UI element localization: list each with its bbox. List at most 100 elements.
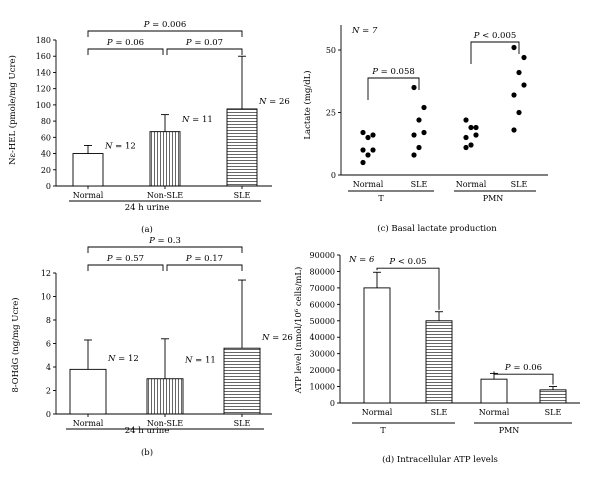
panel-c-point-3-1 <box>521 54 527 61</box>
panel-b-ylabel: 8-OHdG (ng/mg Ucre) <box>10 297 21 392</box>
panel-d-ytick-label-2: 20000 <box>310 366 335 375</box>
panel-c-ytick-label-1: 25 <box>326 109 336 118</box>
panel-d-ylabel: ATP level (nmol/10⁶ cells/mL) <box>293 267 304 395</box>
panel-c-point-0-1 <box>370 132 376 138</box>
panel-d-group-label-t: T <box>380 426 386 435</box>
panel-c-bracket-label-1: P < 0.005 <box>473 31 517 41</box>
panel-a-ytick-label-1: 20 <box>41 166 51 175</box>
panel-b-xtick-label-0: Normal <box>73 419 104 428</box>
panel-a-ytick-label-2: 40 <box>41 150 51 159</box>
panel-c-caption: (c) Basal lactate production <box>377 223 497 234</box>
panel-c-point-2-0 <box>463 117 469 123</box>
panel-c-point-3-4 <box>511 92 517 98</box>
panel-c-xtick-label-3: SLE <box>511 180 528 189</box>
panel-b-ytick-label-3: 6 <box>46 340 51 349</box>
panel-d-ytick-label-1: 10000 <box>310 383 335 392</box>
panel-d-ytick-label-9: 90000 <box>310 251 335 260</box>
panel-c-point-1-0 <box>411 84 417 91</box>
panel-d-group-label-pmn: PMN <box>499 426 520 435</box>
panel-c-point-2-3 <box>473 132 479 138</box>
panel-b-bracket-label-1: P = 0.17 <box>185 254 223 264</box>
panel-a: 0 20 40 60 80 100 120 140 160 180 Normal N = 12 Non-… <box>7 20 290 235</box>
panel-d-ytick-label-8: 80000 <box>310 267 335 276</box>
panel-a-ytick-label-6: 120 <box>36 85 51 94</box>
panel-d-xtick-label-0: Normal <box>362 408 393 417</box>
panel-c-xtick-label-0: Normal <box>353 180 384 189</box>
panel-a-ytick-label-8: 160 <box>36 52 51 61</box>
panel-a-ytick-label-7: 140 <box>36 68 51 77</box>
panel-c-group-label-t: T <box>378 194 384 203</box>
panel-c-plot: 0 25 50 Normal SLE Normal SLE P = 0.058 P < 0.00… <box>326 25 548 192</box>
panel-b-ytick-label-0: 0 <box>46 410 51 419</box>
panel-a-ytick-label-5: 100 <box>36 101 51 110</box>
panel-b-ytick-label-1: 2 <box>46 387 51 396</box>
panel-c-point-0-6 <box>360 159 366 166</box>
panel-b-ytick-label-4: 8 <box>46 316 51 325</box>
panel-d-ytick-label-5: 50000 <box>310 317 335 326</box>
panel-a-n-label-2: N = 26 <box>258 97 290 107</box>
panel-b-n-label-1: N = 11 <box>184 355 216 365</box>
panel-b-ytick-label-2: 4 <box>46 363 51 372</box>
panel-a-bar-2 <box>226 108 258 187</box>
panel-d-ytick-label-7: 70000 <box>310 284 335 293</box>
panel-d-bar-3 <box>539 389 567 404</box>
panel-d-xtick-label-3: SLE <box>545 408 562 417</box>
panel-d: 0 10000 20000 30000 40000 50000 60000 70000 8000… <box>293 251 580 465</box>
panel-c-point-3-5 <box>516 109 522 116</box>
panel-c-ytick-label-0: 0 <box>331 171 336 180</box>
panel-c-bracket-0 <box>367 77 420 100</box>
panel-c-point-2-2 <box>468 124 474 131</box>
panel-d-plot: 0 10000 20000 30000 40000 50000 60000 70000 8000… <box>310 251 580 424</box>
panel-b-n-label-2: N = 26 <box>261 333 293 343</box>
panel-c-bracket-label-0: P = 0.058 <box>371 67 415 77</box>
panel-c-point-1-3 <box>421 129 427 136</box>
panel-b: 0 2 4 6 8 10 12 Normal N = 12 Non-SLE N = 11 SLE N =… <box>10 236 293 458</box>
panel-c-point-0-3 <box>370 147 376 153</box>
panel-d-caption: (d) Intracellular ATP levels <box>382 454 498 465</box>
panel-c-point-3-0 <box>511 44 517 51</box>
panel-b-bar-0 <box>69 368 107 415</box>
panel-b-bracket-label-0: P = 0.57 <box>106 254 144 264</box>
panel-b-bar-2 <box>223 347 261 415</box>
panel-a-xgroup-label: 24 h urine <box>125 203 169 213</box>
panel-c-point-0-2 <box>365 134 371 141</box>
panel-a-plot: 0 20 40 60 80 100 120 140 160 180 Normal N = 12 Non-… <box>36 20 290 202</box>
panel-a-ylabel: Nε-HEL (pmole/mg Ucre) <box>7 55 18 165</box>
panel-b-n-label-0: N = 12 <box>107 354 139 364</box>
panel-c-point-0-4 <box>360 147 366 153</box>
panel-d-bracket-1 <box>493 371 554 385</box>
panel-c-point-2-6 <box>463 144 469 151</box>
panel-d-bracket-0 <box>376 267 440 310</box>
panel-a-ytick-label-9: 180 <box>36 36 51 45</box>
panel-c-point-1-2 <box>416 117 422 123</box>
panel-c-point-1-4 <box>411 132 417 138</box>
panel-b-xtick-label-2: SLE <box>234 419 251 428</box>
panel-d-ytick-label-6: 60000 <box>310 300 335 309</box>
panel-a-n-label-0: N = 12 <box>104 142 136 152</box>
panel-b-bracket-1 <box>166 264 243 271</box>
panel-d-bracket-label-1: P = 0.06 <box>504 363 542 373</box>
panel-d-ytick-label-0: 0 <box>330 399 335 408</box>
panel-c-xtick-label-2: Normal <box>456 180 487 189</box>
panel-c-point-3-6 <box>511 127 517 133</box>
panel-c-ytick-label-2: 50 <box>326 46 336 55</box>
panel-a-xtick-label-0: Normal <box>73 191 104 200</box>
panel-b-bracket-0 <box>87 264 164 271</box>
panel-d-bracket-label-0: P < 0.05 <box>388 257 426 267</box>
panel-d-xtick-label-2: Normal <box>479 408 510 417</box>
panel-a-bracket-label-2: P = 0.006 <box>143 20 187 30</box>
panel-b-bracket-2 <box>87 246 243 253</box>
panel-a-bracket-2 <box>87 30 243 37</box>
panel-d-ytick-label-3: 30000 <box>310 350 335 359</box>
panel-b-plot: 0 2 4 6 8 10 12 Normal N = 12 Non-SLE N = 11 SLE N =… <box>41 236 293 430</box>
panel-c: 0 25 50 Normal SLE Normal SLE P = 0.058 P < 0.00… <box>302 25 548 234</box>
panel-a-ytick-label-4: 80 <box>41 117 51 126</box>
panel-c-point-1-1 <box>421 104 427 111</box>
panel-a-caption: (a) <box>141 224 153 235</box>
panel-c-point-0-5 <box>365 152 371 158</box>
panel-d-bar-1 <box>425 320 453 404</box>
panel-b-caption: (b) <box>141 447 153 458</box>
panel-a-ytick-label-3: 60 <box>41 133 51 142</box>
panel-b-xtick-label-1: Non-SLE <box>147 419 183 428</box>
panel-d-bar-2 <box>480 378 508 404</box>
